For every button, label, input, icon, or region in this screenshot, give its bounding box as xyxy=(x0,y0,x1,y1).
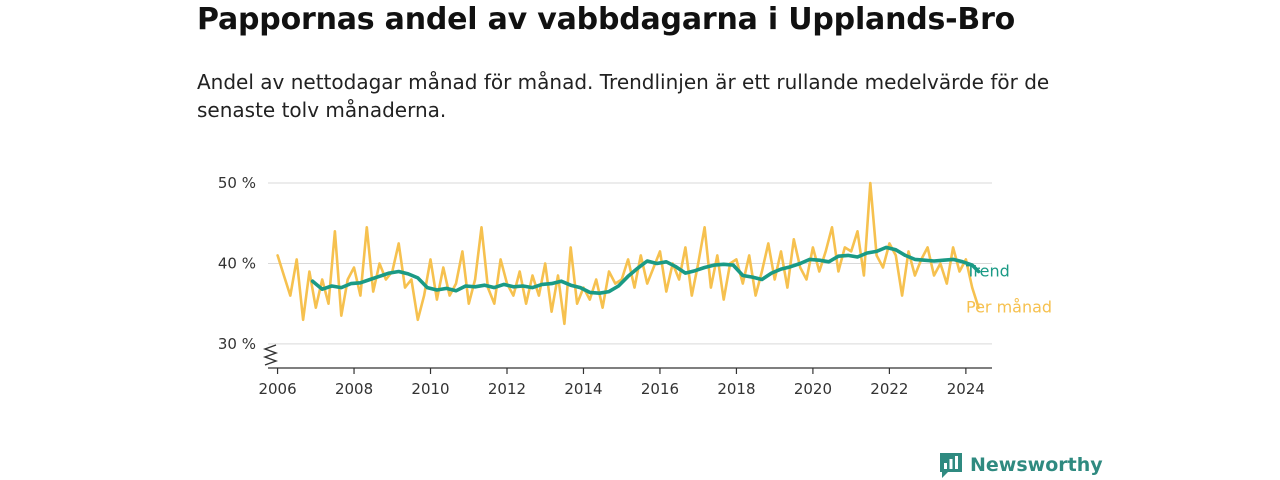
x-tick-label: 2024 xyxy=(947,380,985,398)
series-label: Per månad xyxy=(966,298,1052,317)
y-tick-label: 50 % xyxy=(218,174,256,192)
x-tick-label: 2012 xyxy=(488,380,526,398)
newsworthy-logo-icon xyxy=(940,453,962,478)
x-tick-label: 2022 xyxy=(870,380,908,398)
x-tick-label: 2006 xyxy=(258,380,296,398)
x-axis: 2006 2008 2010 2012 2014 2016 2018 2020 2022 2024 xyxy=(258,344,992,398)
series-labels: Trend Per månad xyxy=(965,262,1052,317)
x-tick-label: 2014 xyxy=(564,380,602,398)
series-label: Trend xyxy=(965,262,1010,281)
series-line xyxy=(276,181,980,326)
axis-break-icon xyxy=(262,344,279,366)
x-tick-label: 2018 xyxy=(717,380,755,398)
brand-name: Newsworthy xyxy=(970,454,1103,476)
plot-series xyxy=(276,181,981,326)
x-tick-label: 2008 xyxy=(335,380,373,398)
x-tick-label: 2016 xyxy=(641,380,679,398)
y-axis: 30 % 40 % 50 % xyxy=(218,174,256,353)
chart-title: Pappornas andel av vabbdagarna i Uppland… xyxy=(197,2,1016,37)
brand-logo[interactable]: Newsworthy xyxy=(938,450,1103,480)
y-tick-label: 30 % xyxy=(218,335,256,353)
y-tick-label: 40 % xyxy=(218,254,256,272)
x-tick-label: 2020 xyxy=(794,380,832,398)
series-line xyxy=(310,245,981,296)
chart-subtitle: Andel av nettodagar månad för månad. Tre… xyxy=(197,70,1050,122)
x-tick-label: 2010 xyxy=(411,380,449,398)
